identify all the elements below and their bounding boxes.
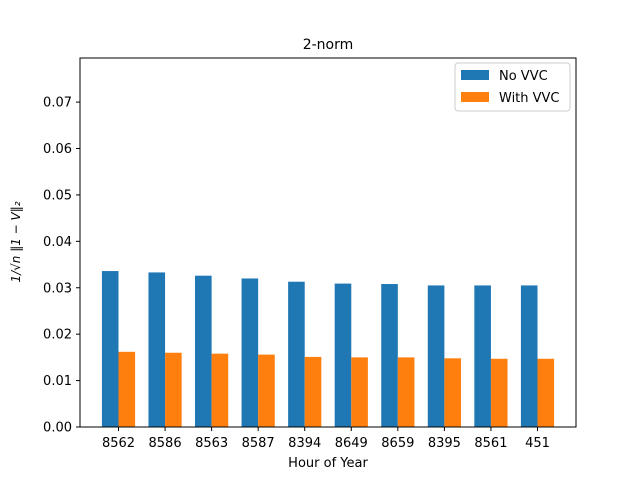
bar-with-vvc-8395 [444, 358, 461, 427]
chart-title: 2-norm [303, 37, 354, 53]
plot-frame [79, 57, 577, 428]
x-tick-label: 8394 [288, 436, 321, 451]
y-tick-label: 0.02 [43, 328, 72, 343]
y-axis: 0.00 0.01 0.02 0.03 0.04 0.05 0.06 0.07 [43, 96, 80, 436]
x-tick-label: 8649 [335, 436, 368, 451]
y-tick-label: 0.05 [43, 188, 72, 203]
legend-label-with-vvc: With VVC [499, 91, 560, 106]
bar-with-vvc-451 [537, 358, 555, 427]
bar-with-vvc-8394 [304, 356, 322, 427]
bar-with-vvc-8561 [490, 358, 508, 427]
legend-swatch-no-vvc [461, 70, 489, 80]
x-axis: 8562 8586 8563 8587 8394 8649 8659 8395 8561 451 [102, 427, 550, 451]
x-tick-label: 8395 [428, 436, 461, 451]
bar-no-vvc-8586 [148, 272, 166, 427]
x-axis-label: Hour of Year [288, 456, 368, 471]
bar-no-vvc-8562 [101, 271, 119, 427]
legend-label-no-vvc: No VVC [499, 69, 548, 84]
y-tick-label: 0.00 [43, 421, 72, 436]
y-axis-label: 1/√n ‖1 − V‖₂ [9, 201, 23, 282]
y-tick-label: 0.01 [43, 374, 72, 389]
bar-no-vvc-8659 [381, 284, 398, 427]
x-tick-label: 8563 [195, 436, 228, 451]
bar-no-vvc-8649 [334, 283, 352, 427]
x-tick-label: 8659 [381, 436, 414, 451]
y-tick-label: 0.06 [43, 142, 72, 157]
y-tick-label: 0.07 [43, 96, 72, 111]
x-tick-label: 8561 [474, 436, 507, 451]
bar-no-vvc-8394 [288, 281, 305, 427]
bar-with-vvc-8649 [351, 357, 368, 427]
bar-no-vvc-8561 [474, 285, 491, 427]
legend-swatch-with-vvc [461, 92, 489, 102]
bar-no-vvc-8395 [427, 285, 445, 427]
bar-no-vvc-451 [520, 285, 538, 427]
x-tick-label: 8587 [242, 436, 275, 451]
x-tick-label: 451 [525, 436, 550, 451]
legend: No VVC With VVC [454, 62, 571, 112]
x-tick-label: 8586 [149, 436, 182, 451]
bar-with-vvc-8659 [397, 357, 415, 427]
bar-with-vvc-8586 [165, 352, 182, 427]
bar-with-vvc-8587 [258, 354, 275, 427]
bar-no-vvc-8587 [241, 278, 259, 427]
y-tick-label: 0.04 [43, 235, 72, 250]
bar-with-vvc-8562 [118, 351, 136, 427]
bars-layer [101, 271, 555, 427]
x-tick-label: 8562 [102, 436, 135, 451]
bar-no-vvc-8563 [195, 275, 212, 427]
y-tick-label: 0.03 [43, 281, 72, 296]
bar-with-vvc-8563 [211, 353, 229, 427]
